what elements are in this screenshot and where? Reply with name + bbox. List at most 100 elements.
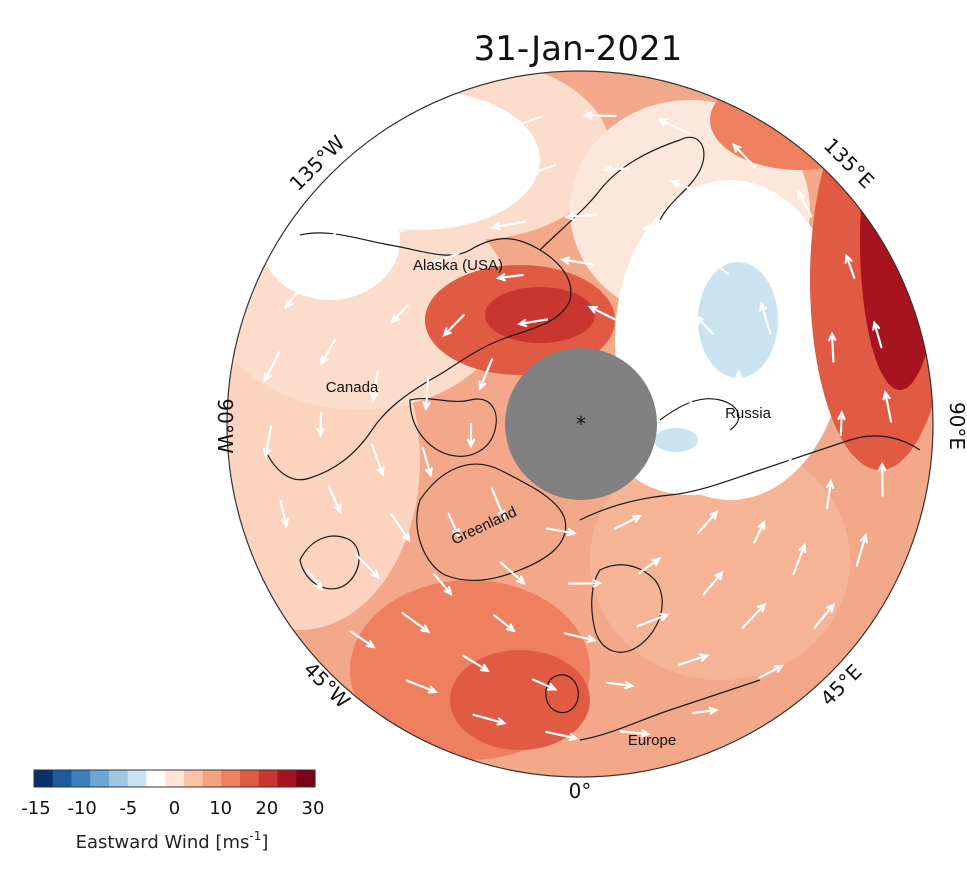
north-pole-marker: * <box>576 412 586 436</box>
wind-arrow <box>421 446 433 478</box>
wind-arrow <box>325 219 349 244</box>
wind-field <box>227 71 933 777</box>
wind-arrow <box>788 369 798 405</box>
wind-arrow <box>794 260 807 295</box>
wind-arrow <box>619 729 651 738</box>
wind-arrow <box>493 614 516 633</box>
colorbar-swatch <box>165 770 185 787</box>
wind-arrow <box>349 630 376 649</box>
wind-arrow <box>732 143 757 169</box>
pole-cap <box>505 348 657 500</box>
wind-arrow <box>792 542 807 575</box>
map-title: 31-Jan-2021 <box>474 29 683 69</box>
wind-arrow <box>559 256 595 266</box>
colorbar-swatch <box>296 770 316 787</box>
lon-label-90w: 90°W <box>213 398 237 453</box>
wind-arrow <box>545 730 579 742</box>
colorbar-swatch <box>108 770 129 787</box>
wind-arrow <box>495 273 524 282</box>
wind-arrow <box>657 118 690 135</box>
wind-arrow <box>447 134 470 150</box>
wind-arrow <box>759 301 772 335</box>
region-label-europe: Europe <box>628 732 676 749</box>
wind-arrow <box>545 527 577 537</box>
wind-arrow <box>825 478 835 510</box>
wind-arrow <box>844 253 856 279</box>
wind-arrow <box>686 399 696 426</box>
colorbar-swatch <box>240 770 260 787</box>
wind-arrow <box>263 351 281 383</box>
map-border <box>226 70 934 778</box>
colorbar-swatch <box>221 770 241 787</box>
wind-arrow <box>433 573 453 596</box>
wind-arrow <box>697 510 719 534</box>
wind-arrow <box>370 370 379 403</box>
wind-arrow <box>262 425 273 459</box>
wind-arrow <box>878 461 887 497</box>
wind-arrow <box>567 579 603 588</box>
colorbar-swatch <box>202 770 222 787</box>
wind-arrow <box>461 654 490 672</box>
wind-arrow <box>370 443 385 477</box>
wind-arrow <box>564 212 599 221</box>
wind-arrow <box>640 225 669 234</box>
wind-arrow <box>447 512 460 539</box>
europe-south-coast <box>579 679 761 741</box>
wind-arrow <box>813 602 835 629</box>
colorbar-swatch <box>277 770 297 787</box>
siberia-coast <box>659 398 740 431</box>
eurasia-north-coast <box>579 435 921 521</box>
wind-arrow <box>629 273 663 287</box>
wind-arrow <box>563 632 597 643</box>
wind-arrow <box>499 561 526 585</box>
colorbar-swatch <box>127 770 147 787</box>
wind-arrow <box>582 111 617 120</box>
wind-arrow <box>316 411 325 438</box>
wind-arrow <box>602 165 631 174</box>
lon-label-90e: 90°E <box>945 402 967 450</box>
wind-arrow <box>442 314 465 337</box>
wind-arrow <box>738 208 761 237</box>
wind-arrow <box>422 375 431 412</box>
wind-arrow <box>837 410 846 437</box>
wind-arrow <box>636 613 670 628</box>
wind-arrow <box>734 369 743 402</box>
wind-arrow <box>587 305 617 321</box>
colorbar-tick-label: 20 <box>255 798 278 819</box>
wind-arrow <box>705 256 729 275</box>
wind-arrow <box>454 182 485 198</box>
wind-arrow <box>343 273 370 296</box>
wind-arrow <box>531 678 558 691</box>
wind-arrow <box>872 320 883 349</box>
colorbar-swatches <box>34 770 316 787</box>
wind-arrow <box>389 219 421 238</box>
wind-arrow <box>401 611 431 634</box>
colorbar-swatch <box>52 770 73 787</box>
wind-arrow <box>753 519 766 544</box>
wind-arrow <box>797 189 813 218</box>
region-label-alaska: Alaska (USA) <box>413 257 503 274</box>
colorbar-ticks: -15 -10 -5 0 10 20 30 <box>21 798 324 819</box>
region-label-russia: Russia <box>725 405 772 422</box>
wind-arrow <box>306 569 324 592</box>
wind-arrow <box>528 164 557 176</box>
colorbar-swatch <box>258 770 279 787</box>
wind-arrow <box>783 447 796 478</box>
wind-arrow <box>855 532 868 567</box>
wind-arrow <box>405 679 439 694</box>
wind-arrow <box>382 169 404 190</box>
colorbar-tick-label: 0 <box>169 798 180 819</box>
colorbar-swatch <box>183 770 204 787</box>
wind-arrow <box>605 681 635 690</box>
wind-vectors <box>262 111 893 742</box>
wind-arrow <box>355 553 381 580</box>
colorbar-swatch <box>146 770 166 787</box>
colorbar-tick-label: -15 <box>21 798 50 819</box>
wind-arrow <box>279 499 289 529</box>
colorbar: -15 -10 -5 0 10 20 30 Eastward Wind [ms-1] <box>21 769 324 853</box>
wind-arrow <box>490 487 506 521</box>
colorbar-tick-label: 10 <box>209 798 232 819</box>
coastlines <box>264 136 921 741</box>
wind-arrow <box>478 358 494 391</box>
